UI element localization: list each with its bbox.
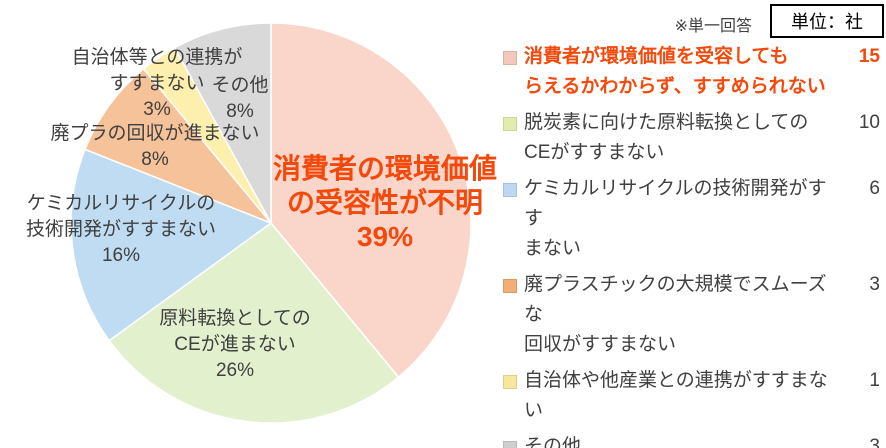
pie-slice-label: 廃プラの回収が進まない 8% xyxy=(50,123,260,170)
legend-item: 脱炭素に向けた原料転換としての CEがすすまない 10 xyxy=(503,108,880,168)
pie-slice xyxy=(108,222,400,424)
legend-item-label: 自治体や他産業との連携がすすまない xyxy=(524,370,828,421)
legend-swatch xyxy=(503,375,517,389)
legend-item: ケミカルリサイクルの技術開発がすす まない 6 xyxy=(503,174,880,264)
legend-item: 消費者が環境価値を受容しても らえるかわからず、すすめられない 15 xyxy=(503,42,880,102)
legend-swatch xyxy=(503,117,517,131)
unit-label: 単位：社 xyxy=(791,12,863,32)
legend-item-label: その他 xyxy=(524,436,582,448)
legend-item-value: 6 xyxy=(869,178,880,199)
legend-swatch xyxy=(503,183,517,197)
pie-slice-label: その他 8% xyxy=(211,75,269,122)
pie-slice-label: 自治体等との連携が すすまない 3% xyxy=(71,47,243,120)
unit-box: 単位：社 xyxy=(770,4,884,38)
pie-slice xyxy=(270,22,472,378)
pie-slice xyxy=(173,22,272,224)
legend-item-value: 1 xyxy=(869,370,880,391)
legend-item-value: 10 xyxy=(858,112,880,133)
legend-item-value: 15 xyxy=(858,46,880,67)
pie-slice xyxy=(84,68,272,224)
legend-item-value: 3 xyxy=(869,274,880,295)
legend-item-value: 3 xyxy=(869,436,880,448)
legend-item-label: 消費者が環境価値を受容しても らえるかわからず、すすめられない xyxy=(524,46,826,97)
pie-slice-label: 消費者の環境価値 の受容性が不明 39% xyxy=(272,153,498,252)
pie-slice-label: ケミカルリサイクルの 技術開発がすすまない 16% xyxy=(25,193,217,266)
legend-item: その他 3 xyxy=(503,432,880,448)
legend-item-label: 廃プラスチックの大規模でスムーズな 回収がすすまない xyxy=(524,274,827,355)
legend-swatch xyxy=(503,441,517,448)
legend-item: 自治体や他産業との連携がすすまない 1 xyxy=(503,366,880,426)
legend-item-label: ケミカルリサイクルの技術開発がすす まない xyxy=(524,178,827,259)
legend-swatch xyxy=(503,279,517,293)
pie-slice-label: 原料転換としての CEが進まない 26% xyxy=(159,308,311,381)
legend-items: 消費者が環境価値を受容しても らえるかわからず、すすめられない 15 脱炭素に向けた原… xyxy=(503,42,880,448)
legend-item-label: 脱炭素に向けた原料転換としての CEがすすまない xyxy=(524,112,809,163)
pie-slice xyxy=(70,148,272,342)
legend-swatch xyxy=(503,51,517,65)
single-answer-note: ※単一回答 xyxy=(674,18,752,35)
legend-item: 廃プラスチックの大規模でスムーズな 回収がすすまない 3 xyxy=(503,270,880,360)
legend: 消費者が環境価値を受容しても らえるかわからず、すすめられない 15 脱炭素に向けた原… xyxy=(503,42,880,448)
